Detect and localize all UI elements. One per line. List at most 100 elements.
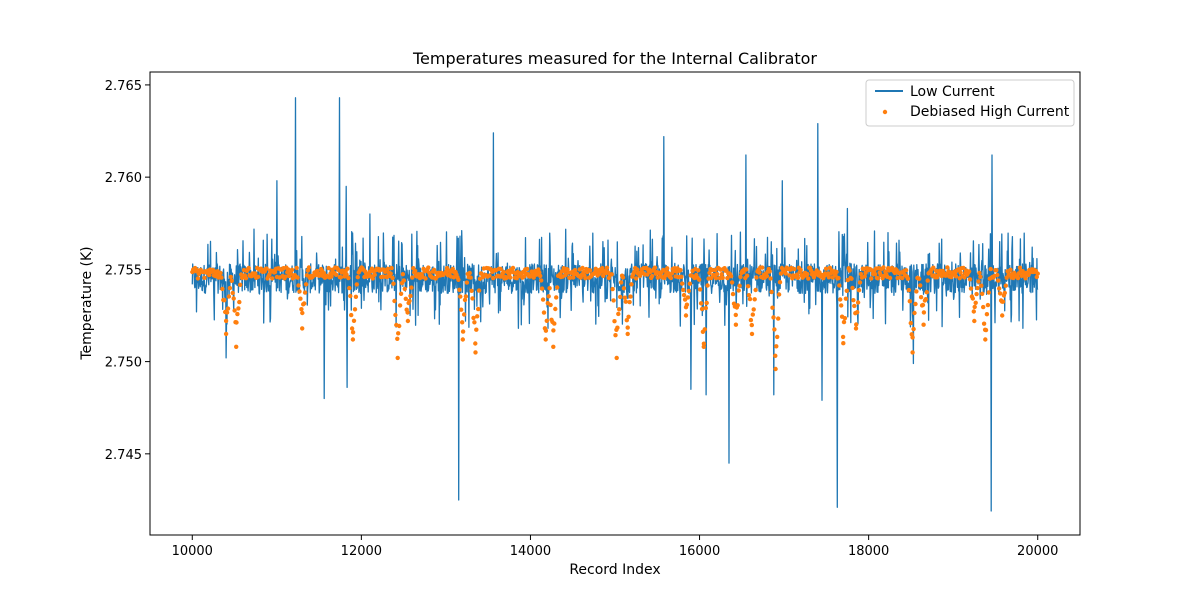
scatter-point bbox=[751, 307, 756, 312]
scatter-point bbox=[304, 273, 310, 278]
scatter-point bbox=[228, 274, 233, 280]
scatter-point bbox=[856, 288, 862, 293]
scatter-point bbox=[540, 297, 546, 302]
scatter-point bbox=[980, 291, 985, 296]
scatter-point bbox=[471, 315, 476, 321]
scatter-point bbox=[649, 273, 655, 279]
scatter-point bbox=[220, 286, 225, 292]
scatter-point bbox=[539, 286, 545, 291]
scatter-point bbox=[351, 318, 357, 323]
scatter-point bbox=[634, 267, 640, 272]
scatter-point-dip bbox=[921, 322, 926, 327]
scatter-point bbox=[678, 267, 683, 273]
scatter-point bbox=[546, 294, 551, 299]
scatter-point bbox=[491, 276, 496, 281]
scatter-point bbox=[681, 287, 686, 293]
scatter-point bbox=[403, 296, 408, 301]
scatter-point bbox=[476, 288, 482, 293]
scatter-point bbox=[349, 326, 355, 331]
scatter-point bbox=[390, 275, 395, 281]
scatter-point bbox=[752, 297, 757, 302]
scatter-point bbox=[707, 270, 712, 276]
scatter-point bbox=[236, 306, 241, 311]
scatter-point bbox=[235, 311, 240, 317]
scatter-point bbox=[219, 275, 224, 280]
scatter-point bbox=[645, 272, 650, 277]
scatter-point bbox=[697, 287, 703, 292]
scatter-point bbox=[623, 299, 628, 304]
scatter-point bbox=[407, 298, 412, 304]
scatter-point bbox=[847, 268, 852, 273]
scatter-point bbox=[392, 298, 397, 304]
scatter-point bbox=[997, 286, 1002, 291]
series-debiased-high-current bbox=[190, 265, 1040, 372]
scatter-point bbox=[391, 281, 396, 286]
scatter-point bbox=[501, 269, 506, 275]
scatter-point bbox=[850, 285, 855, 291]
scatter-point bbox=[921, 310, 927, 315]
scatter-point bbox=[270, 276, 275, 281]
scatter-point bbox=[783, 271, 788, 276]
scatter-point bbox=[510, 265, 516, 271]
scatter-point bbox=[900, 275, 905, 281]
scatter-point bbox=[851, 298, 856, 303]
scatter-point bbox=[681, 292, 687, 298]
y-tick-label: 2.745 bbox=[105, 448, 142, 463]
scatter-point bbox=[823, 266, 829, 271]
scatter-point bbox=[974, 291, 979, 297]
scatter-point bbox=[869, 276, 874, 281]
scatter-point bbox=[652, 265, 658, 270]
scatter-point bbox=[747, 296, 753, 302]
scatter-point bbox=[918, 283, 923, 288]
scatter-point bbox=[798, 267, 803, 273]
scatter-point bbox=[587, 268, 593, 273]
scatter-point bbox=[462, 297, 468, 303]
scatter-point bbox=[458, 294, 463, 299]
scatter-point bbox=[729, 280, 735, 285]
scatter-point bbox=[843, 296, 849, 301]
y-tick-label: 2.755 bbox=[105, 263, 142, 278]
scatter-point bbox=[423, 276, 428, 281]
scatter-point bbox=[548, 302, 553, 308]
scatter-point bbox=[408, 293, 413, 299]
scatter-point bbox=[1023, 276, 1028, 281]
scatter-point bbox=[976, 279, 981, 284]
scatter-point bbox=[243, 276, 249, 281]
scatter-point bbox=[353, 294, 359, 299]
scatter-point-dip bbox=[1000, 313, 1005, 318]
scatter-point bbox=[544, 318, 549, 323]
scatter-point bbox=[862, 274, 867, 279]
scatter-point-dip bbox=[551, 344, 556, 349]
scatter-point bbox=[696, 268, 701, 273]
scatter-point bbox=[475, 314, 480, 319]
scatter-point bbox=[769, 289, 774, 295]
scatter-point bbox=[988, 266, 993, 272]
scatter-point bbox=[553, 306, 558, 312]
scatter-point bbox=[538, 273, 543, 279]
scatter-point bbox=[1002, 290, 1007, 296]
scatter-point bbox=[736, 288, 741, 293]
scatter-point-dip bbox=[773, 366, 778, 372]
scatter-point bbox=[852, 303, 857, 309]
scatter-point bbox=[764, 273, 770, 279]
scatter-point bbox=[295, 275, 300, 280]
scatter-point bbox=[728, 274, 734, 279]
scatter-point bbox=[456, 277, 461, 282]
scatter-point bbox=[609, 272, 614, 277]
scatter-point bbox=[931, 265, 936, 270]
scatter-point bbox=[905, 276, 911, 281]
scatter-point bbox=[912, 310, 917, 316]
scatter-point bbox=[463, 294, 469, 299]
scatter-point bbox=[996, 278, 1001, 283]
scatter-point bbox=[1035, 271, 1040, 276]
x-axis: 10000 12000 14000 16000 18000 20000 bbox=[172, 535, 1058, 559]
scatter-point bbox=[806, 276, 811, 281]
scatter-point bbox=[334, 272, 339, 277]
scatter-point bbox=[826, 275, 832, 280]
scatter-point bbox=[409, 285, 414, 290]
scatter-point bbox=[504, 275, 509, 281]
legend-swatch-debiased-high-current bbox=[882, 109, 888, 115]
scatter-point bbox=[661, 267, 666, 273]
scatter-point bbox=[338, 275, 344, 280]
